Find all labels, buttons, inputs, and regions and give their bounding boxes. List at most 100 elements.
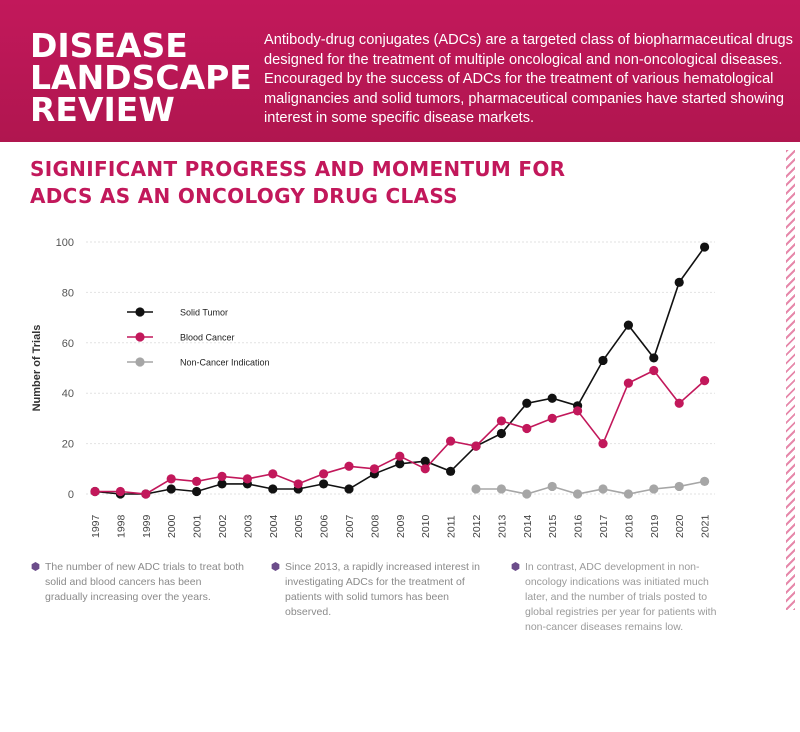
hexagon-bullet-icon — [271, 562, 280, 571]
x-tick-label: 1997 — [90, 514, 102, 538]
data-point — [573, 406, 583, 416]
y-tick-label: 40 — [62, 388, 74, 400]
x-tick-label: 2018 — [623, 514, 635, 538]
data-point — [598, 439, 608, 449]
series-line — [476, 480, 705, 495]
y-tick-label: 20 — [62, 439, 74, 451]
y-axis-label: Number of Trials — [31, 325, 43, 412]
data-point — [192, 486, 202, 497]
x-tick-label: 2020 — [674, 514, 686, 538]
x-tick-label: 2021 — [700, 514, 712, 538]
header-banner: DISEASE LANDSCAPE REVIEW Antibody-drug c… — [0, 0, 800, 142]
data-point — [192, 476, 202, 486]
legend-label: Blood Cancer — [180, 333, 235, 343]
data-point — [319, 469, 329, 479]
legend-label: Solid Tumor — [180, 308, 228, 318]
banner-title-line: LANDSCAPE — [30, 58, 252, 97]
data-point — [496, 484, 506, 494]
legend-label: Non-Cancer Indication — [180, 358, 270, 368]
note-text: Since 2013, a rapidly increased interest… — [285, 561, 480, 618]
data-point — [598, 355, 608, 366]
data-point — [700, 242, 710, 252]
x-tick-label: 2015 — [547, 514, 559, 538]
legend-marker — [135, 357, 145, 367]
banner-title-line: DISEASE — [30, 26, 188, 65]
data-point — [268, 484, 278, 494]
note-1: The number of new ADC trials to treat bo… — [31, 560, 245, 605]
section-title-line: ADCS AS AN ONCOLOGY DRUG CLASS — [30, 184, 458, 208]
data-point — [319, 479, 329, 489]
data-point — [242, 474, 252, 484]
data-point — [90, 486, 100, 497]
data-point — [649, 365, 659, 376]
x-tick-label: 2000 — [166, 514, 178, 538]
data-point — [217, 479, 227, 489]
data-point — [344, 461, 354, 471]
data-point — [446, 436, 456, 446]
data-point — [674, 277, 684, 287]
data-point — [268, 469, 278, 479]
x-tick-label: 2017 — [598, 514, 610, 538]
x-tick-label: 2010 — [420, 514, 432, 538]
x-tick-label: 2002 — [217, 514, 229, 538]
data-point — [395, 459, 405, 469]
x-tick-label: 2005 — [293, 514, 305, 538]
data-point — [522, 398, 532, 408]
data-point — [446, 466, 456, 476]
hexagon-bullet-icon — [511, 562, 520, 571]
data-point — [547, 413, 557, 423]
data-point — [522, 423, 532, 434]
x-tick-label: 2019 — [649, 514, 661, 538]
data-point — [369, 464, 379, 474]
data-point — [496, 428, 506, 439]
series-line — [95, 369, 706, 495]
x-tick-label: 2004 — [268, 514, 280, 538]
data-point — [623, 320, 634, 330]
x-tick-label: 2001 — [192, 514, 204, 538]
data-point — [471, 441, 481, 451]
data-point — [649, 484, 659, 494]
data-point — [115, 486, 125, 497]
note-text: The number of new ADC trials to treat bo… — [45, 561, 245, 603]
note-text: In contrast, ADC development in non-onco… — [525, 561, 717, 633]
x-tick-label: 2014 — [522, 514, 534, 538]
banner-title-line: REVIEW — [30, 90, 175, 129]
y-tick-label: 60 — [62, 338, 74, 350]
x-tick-label: 2006 — [319, 514, 331, 538]
banner-title: DISEASE LANDSCAPE REVIEW — [30, 26, 252, 129]
y-tick-label: 100 — [56, 237, 74, 249]
data-point — [420, 456, 430, 466]
data-point — [420, 464, 430, 474]
x-tick-label: 2013 — [496, 514, 508, 538]
trials-line-chart: 0 20 40 60 80 100 Number of Trials 1997 1998 1999… — [31, 237, 715, 538]
data-point — [700, 376, 710, 386]
data-point — [166, 474, 176, 484]
data-point — [547, 481, 557, 492]
legend-marker — [135, 307, 145, 317]
data-point — [293, 479, 303, 489]
x-tick-label: 2011 — [446, 515, 458, 538]
series-blood-cancer — [90, 365, 710, 499]
data-point — [598, 484, 608, 494]
section-title: SIGNIFICANT PROGRESS AND MOMENTUM FOR AD… — [30, 156, 565, 210]
banner-intro-text: Antibody-drug conjugates (ADCs) are a ta… — [264, 32, 793, 126]
section-title-line: SIGNIFICANT PROGRESS AND MOMENTUM FOR — [30, 157, 566, 181]
data-point — [623, 489, 634, 499]
x-tick-label: 2012 — [471, 514, 483, 538]
decorative-hatch — [786, 150, 795, 610]
data-point — [674, 398, 684, 408]
data-point — [547, 393, 557, 403]
data-point — [522, 489, 532, 499]
data-point — [471, 484, 481, 494]
y-tick-label: 80 — [62, 287, 74, 299]
hexagon-bullet-icon — [31, 562, 40, 571]
note-2: Since 2013, a rapidly increased interest… — [271, 560, 485, 620]
data-point — [674, 481, 684, 492]
x-tick-label: 1999 — [141, 514, 153, 538]
data-point — [141, 489, 151, 499]
x-tick-label: 2009 — [395, 514, 407, 538]
x-tick-label: 2008 — [369, 514, 381, 538]
data-point — [166, 484, 176, 494]
data-point — [217, 471, 227, 481]
x-tick-label: 2016 — [573, 514, 585, 538]
